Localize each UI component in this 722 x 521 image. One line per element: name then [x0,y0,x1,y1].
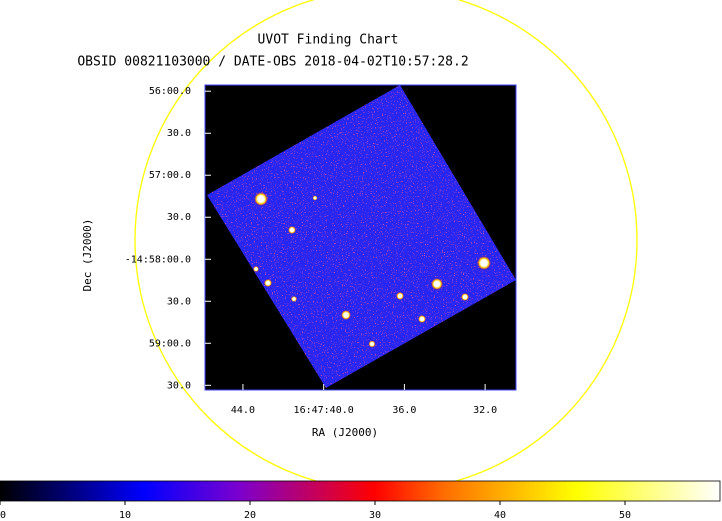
y-tick-label: 30.0 [167,296,191,307]
y-tick-label: 30.0 [167,380,191,391]
colorbar [0,480,721,502]
colorbar-tick-label: 50 [619,510,631,521]
colorbar-tick-label: 0 [0,510,6,521]
chart-subtitle: OBSID 00821103000 / DATE-OBS 2018-04-02T… [77,55,468,70]
sources [253,192,491,348]
x-axis-label: RA (J2000) [312,426,378,439]
x-tick-label: 16:47:40.0 [294,405,354,416]
y-tick-label: -14:58:00.0 [125,254,191,265]
y-tick-label: 30.0 [167,212,191,223]
colorbar-tick-label: 40 [494,510,506,521]
y-tick-label: 30.0 [167,128,191,139]
y-tick-label: 56:00.0 [149,86,191,97]
colorbar-tick-label: 10 [119,510,131,521]
colorbar-tick-label: 30 [369,510,381,521]
y-axis-label: Dec (J2000) [81,219,94,292]
x-tick-label: 36.0 [392,405,416,416]
x-tick-label: 44.0 [231,405,255,416]
x-tick-label: 32.0 [473,405,497,416]
plot-frame [204,84,517,391]
y-tick-label: 57:00.0 [149,170,191,181]
colorbar-tick-label: 20 [244,510,256,521]
y-tick-label: 59:00.0 [149,338,191,349]
chart-title: UVOT Finding Chart [258,33,399,48]
